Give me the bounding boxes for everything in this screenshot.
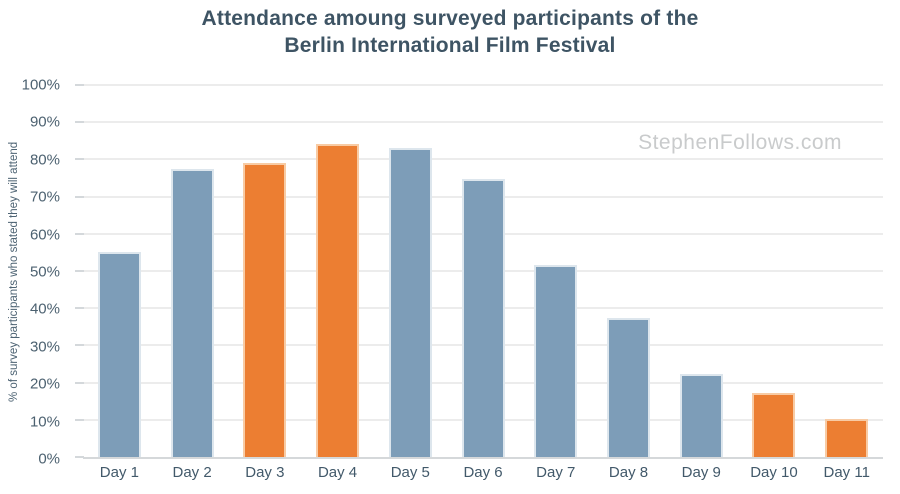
- bar-series: [83, 85, 883, 457]
- bar-day-6: [461, 178, 505, 457]
- bar-day-1: [97, 251, 141, 457]
- y-tick-label-100: 100%: [21, 76, 60, 94]
- bar-day-2: [170, 169, 214, 457]
- x-tick-label-day-1: Day 1: [99, 464, 139, 481]
- x-tick-label-day-6: Day 6: [463, 464, 503, 481]
- y-tick-70: [75, 195, 84, 198]
- x-tick-label-day-4: Day 4: [317, 464, 358, 481]
- x-tick-label-day-3: Day 3: [245, 464, 285, 481]
- x-tick-label-day-9: Day 9: [681, 464, 721, 481]
- y-tick-60: [75, 232, 84, 235]
- x-tick-label-day-5: Day 5: [390, 464, 430, 481]
- bar-day-8: [607, 317, 650, 457]
- gridline-90: [83, 121, 883, 124]
- bar-day-4: [316, 144, 360, 457]
- y-tick-label-60: 60%: [29, 226, 60, 244]
- x-tick-label-day-8: Day 8: [608, 464, 649, 481]
- watermark: StephenFollows.com: [638, 131, 842, 154]
- y-axis-tick-labels: 0% 10% 20% 30% 40% 50% 60% 70% 80% 90% 100%: [0, 78, 72, 467]
- bar-slot-11: [810, 85, 883, 457]
- x-tick-label-day-10: Day 10: [750, 464, 798, 481]
- bar-slot-8: [592, 85, 665, 457]
- bar-slot-4: [301, 85, 374, 457]
- y-tick-label-50: 50%: [29, 263, 60, 281]
- y-tick-30: [75, 344, 84, 347]
- x-axis-tick-labels: Day 1 Day 2 Day 3 Day 4 Day 5 Day 6 Day 7 Day 8…: [83, 464, 883, 481]
- bar-day-11: [825, 418, 869, 457]
- y-tick-label-70: 70%: [29, 188, 60, 206]
- bar-day-5: [388, 147, 432, 457]
- bar-slot-5: [374, 85, 447, 457]
- y-tick-10: [75, 418, 84, 421]
- y-tick-label-10: 10%: [29, 413, 60, 431]
- bar-day-9: [679, 374, 723, 457]
- plot-area: [75, 84, 883, 459]
- y-tick-20: [75, 381, 84, 384]
- bar-slot-9: [665, 85, 738, 457]
- y-tick-80: [75, 158, 84, 161]
- y-tick-40: [75, 307, 84, 310]
- chart-title: Attendance amoung surveyed participants …: [201, 7, 699, 58]
- bar-day-7: [534, 265, 578, 457]
- y-tick-label-20: 20%: [29, 375, 60, 393]
- bar-slot-6: [447, 85, 520, 457]
- x-tick-label-day-7: Day 7: [536, 464, 576, 481]
- y-tick-50: [75, 270, 84, 272]
- bar-slot-7: [519, 85, 592, 457]
- bar-slot-2: [156, 85, 229, 457]
- bar-day-3: [243, 163, 287, 457]
- y-tick-label-90: 90%: [29, 113, 60, 131]
- y-tick-90: [75, 121, 84, 124]
- y-tick-label-80: 80%: [29, 151, 60, 169]
- bar-slot-3: [228, 85, 301, 457]
- y-tick-0: [75, 456, 84, 458]
- bar-slot-1: [83, 85, 156, 457]
- y-tick-label-30: 30%: [29, 338, 60, 356]
- y-tick-100: [75, 84, 84, 86]
- y-tick-label-40: 40%: [29, 300, 60, 318]
- y-tick-label-0: 0%: [38, 450, 60, 468]
- x-tick-label-day-11: Day 11: [823, 464, 870, 481]
- x-tick-label-day-2: Day 2: [172, 464, 212, 481]
- gridline-100: [83, 84, 883, 86]
- bar-day-10: [752, 393, 796, 457]
- bar-slot-10: [738, 85, 811, 457]
- gridline-80: [83, 158, 883, 161]
